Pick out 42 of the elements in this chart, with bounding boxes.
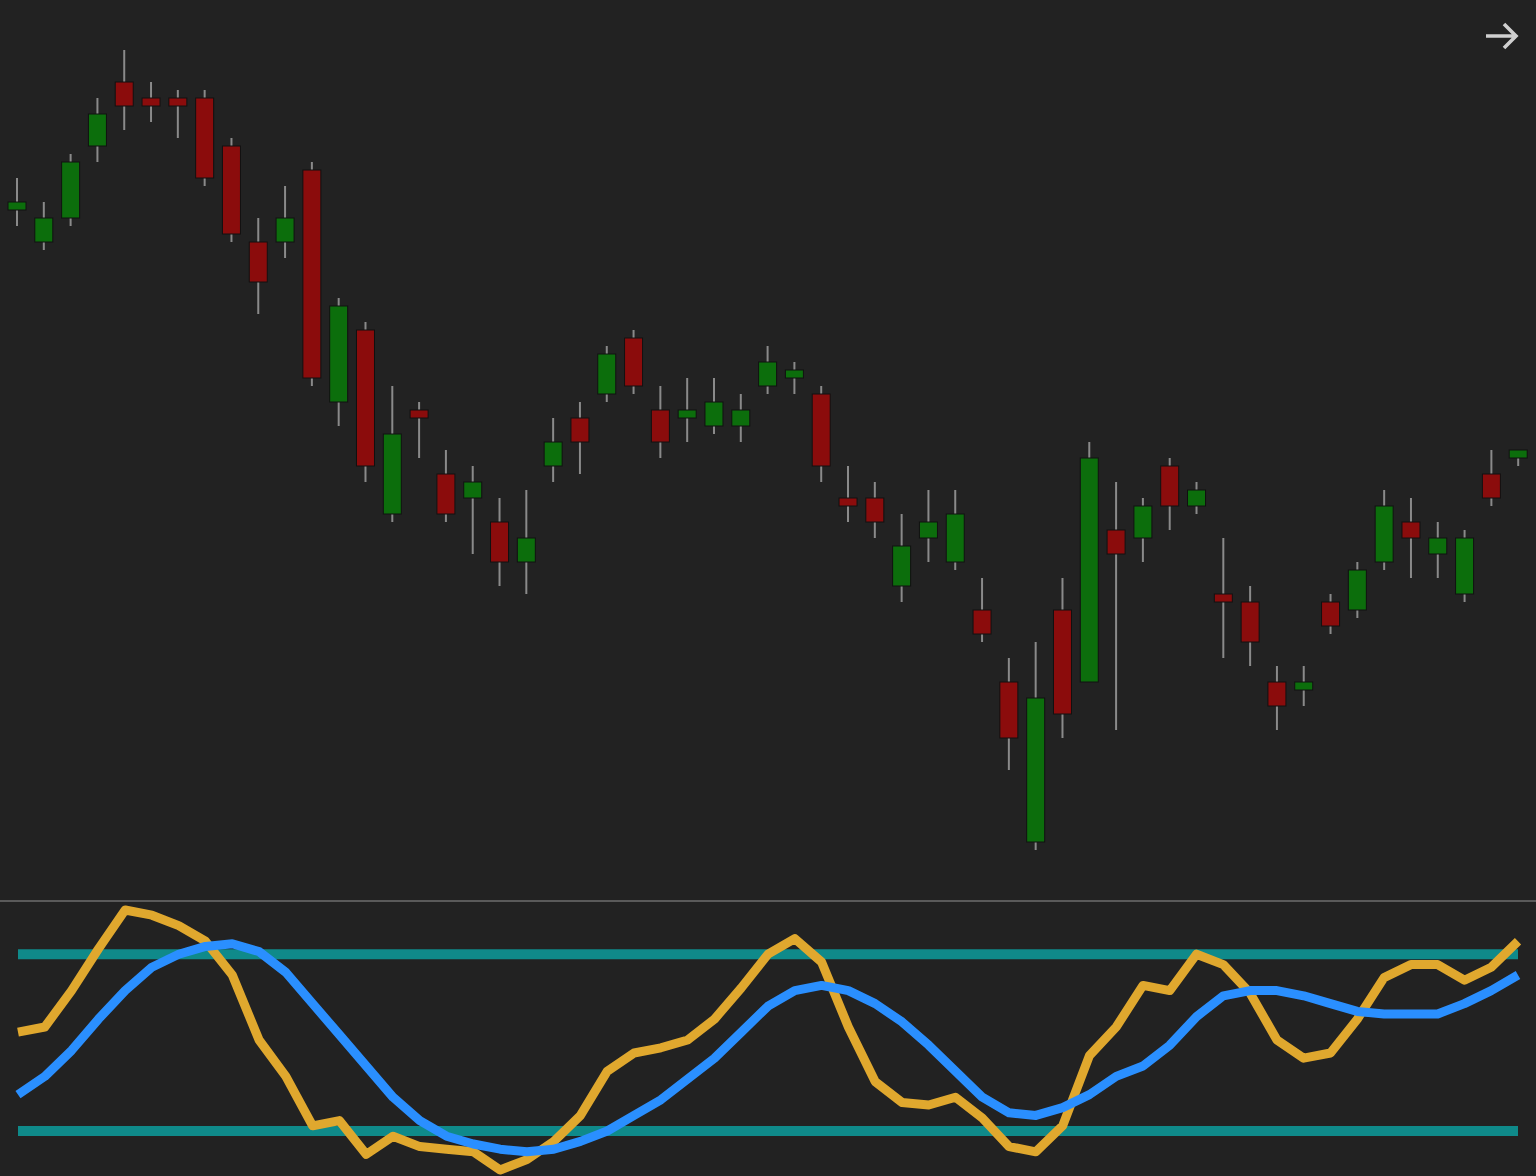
candlestick (1481, 449, 1501, 507)
candlestick (1187, 481, 1207, 515)
candlestick (972, 577, 992, 643)
candlestick (141, 81, 161, 123)
candlestick (1428, 521, 1448, 579)
candlestick (1294, 665, 1314, 707)
candlestick (1267, 665, 1287, 731)
candlestick (436, 449, 456, 523)
candlestick (409, 401, 429, 459)
candlestick (34, 201, 54, 251)
candlestick (892, 513, 912, 603)
candlestick (677, 377, 697, 443)
candlestick (918, 489, 938, 563)
candlestick (1160, 457, 1180, 531)
candlestick (87, 97, 107, 163)
candlestick (784, 361, 804, 395)
candlestick (650, 385, 670, 459)
candlestick (7, 177, 27, 227)
candlestick (624, 329, 644, 395)
candlestick (758, 345, 778, 395)
candlestick (114, 50, 134, 131)
candlestick (275, 185, 295, 259)
candlestick (945, 489, 965, 571)
candlestick (543, 417, 563, 483)
candlestick (865, 481, 885, 539)
candlestick (1106, 481, 1126, 731)
candlestick (248, 217, 268, 315)
candlestick (1213, 537, 1233, 659)
candlestick (1347, 561, 1367, 619)
candlestick (1321, 593, 1341, 635)
candlestick (1133, 497, 1153, 563)
candlestick (168, 89, 188, 139)
candlestick (570, 401, 590, 475)
candlestick (1240, 585, 1260, 667)
candlestick (463, 465, 483, 555)
candlestick (704, 377, 724, 435)
candlestick (597, 345, 617, 403)
candlestick (731, 393, 751, 443)
candlestick (1401, 497, 1421, 579)
candlestick (490, 497, 510, 587)
candlestick (516, 489, 536, 595)
candlestick (838, 465, 858, 523)
